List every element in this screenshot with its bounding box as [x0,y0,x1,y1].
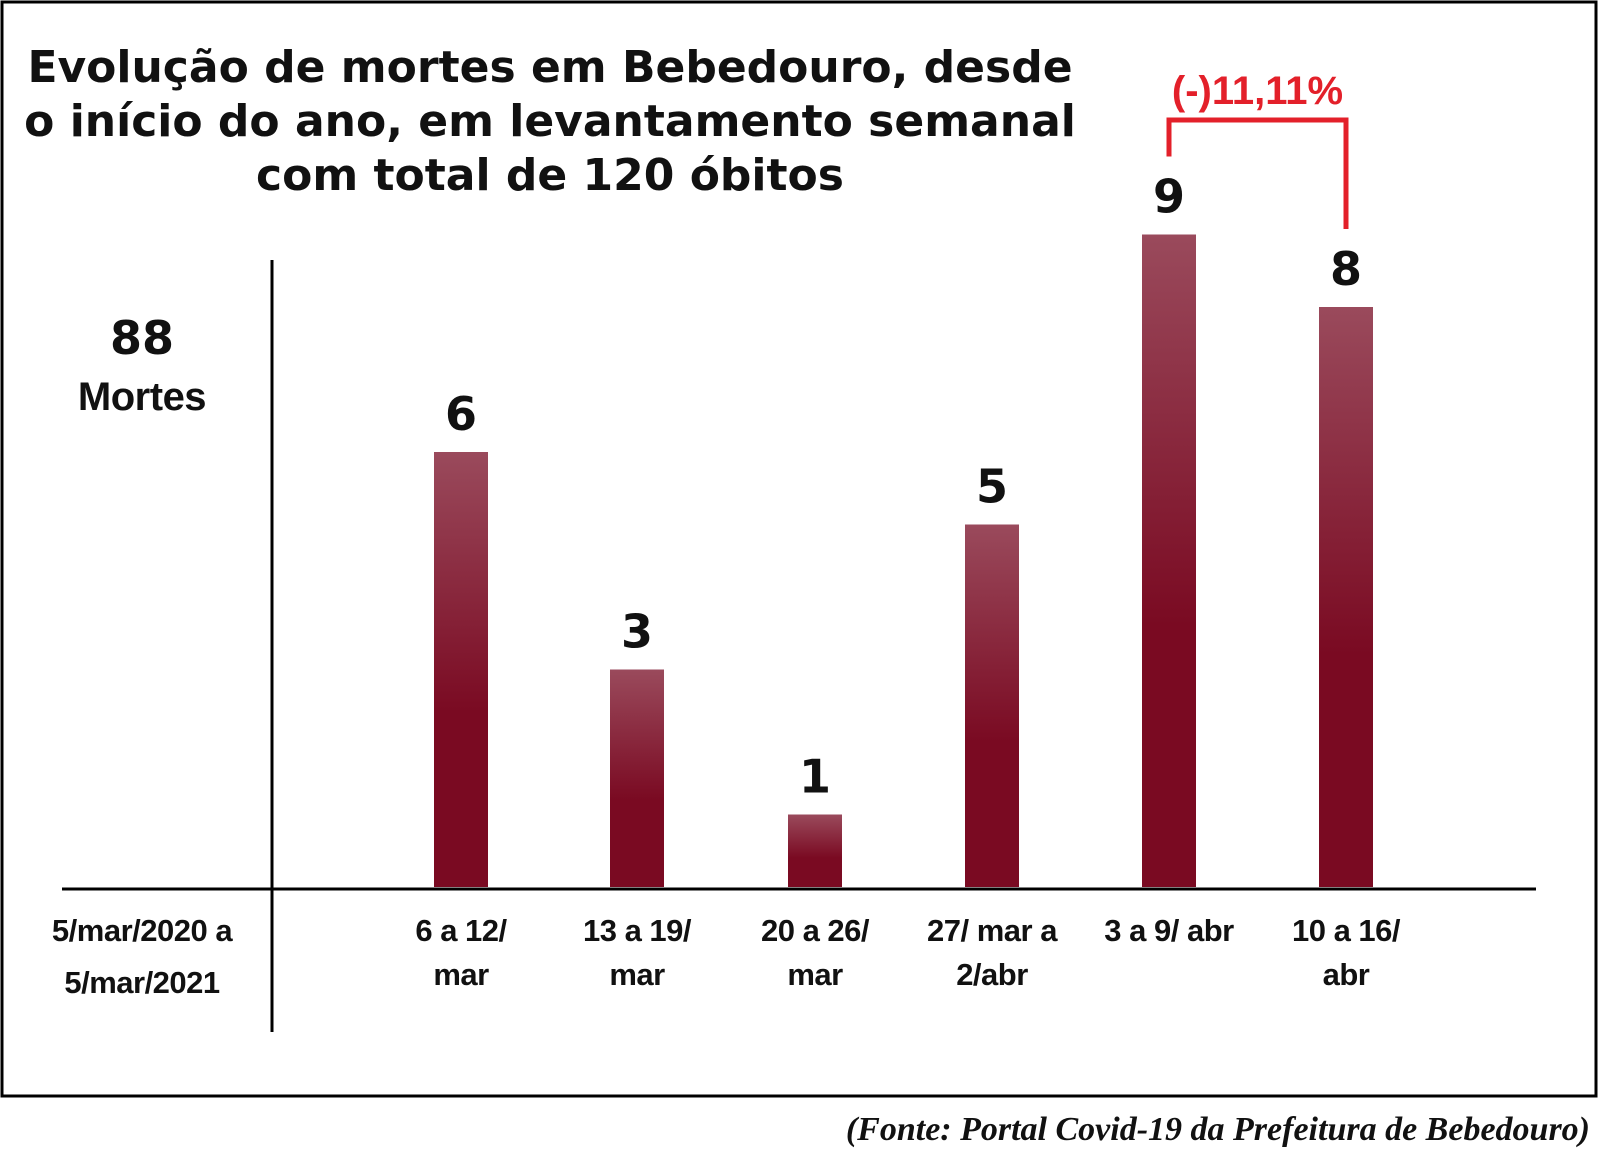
bar-4 [965,524,1019,887]
chart-title-line-1: Evolução de mortes em Bebedouro, desde [27,42,1072,93]
change-percentage-label: (-)11,11% [1172,69,1343,113]
chart-title-line-3: com total de 120 óbitos [256,150,844,201]
chart-frame [0,0,1598,1098]
bar-3 [788,814,842,887]
bars-group: 6 6 a 12/mar 3 13 a 19/mar 1 20 a 26/mar 5 27/ … [415,170,1401,993]
change-annotation: (-)11,11% [1166,69,1349,229]
baseline-period-line-2: 5/mar/2021 [64,965,220,1000]
bar-6 [1319,307,1373,887]
baseline-period-line-1: 5/mar/2020 a [52,913,233,948]
bar-value-label-4: 5 [976,460,1008,514]
category-label-1-line-2: mar [433,957,489,992]
baseline-unit: Mortes [78,375,206,419]
bar-value-label-1: 6 [445,387,477,441]
bar-value-label-5: 9 [1153,170,1185,224]
category-label-6-line-2: abr [1323,957,1370,992]
category-label-3-line-1: 20 a 26/ [761,913,870,948]
category-label-4-line-2: 2/abr [956,957,1028,992]
baseline-value: 88 [110,311,174,365]
category-label-4-line-1: 27/ mar a [927,913,1058,948]
bar-1 [434,452,488,887]
bar-value-label-3: 1 [799,750,831,804]
change-bracket [1166,117,1349,229]
bar-5 [1142,234,1196,887]
bar-value-label-2: 3 [621,605,653,659]
category-label-1-line-1: 6 a 12/ [415,913,507,948]
chart-title-line-2: o início do ano, em levantamento semanal [24,96,1076,147]
category-label-5-line-1: 3 a 9/ abr [1104,913,1234,948]
bar-value-label-6: 8 [1330,242,1362,296]
category-label-3-line-2: mar [787,957,843,992]
source-note: (Fonte: Portal Covid-19 da Prefeitura de… [846,1111,1590,1148]
category-label-6-line-1: 10 a 16/ [1292,913,1401,948]
category-label-2-line-2: mar [609,957,665,992]
bar-2 [610,669,664,887]
category-label-2-line-1: 13 a 19/ [583,913,692,948]
